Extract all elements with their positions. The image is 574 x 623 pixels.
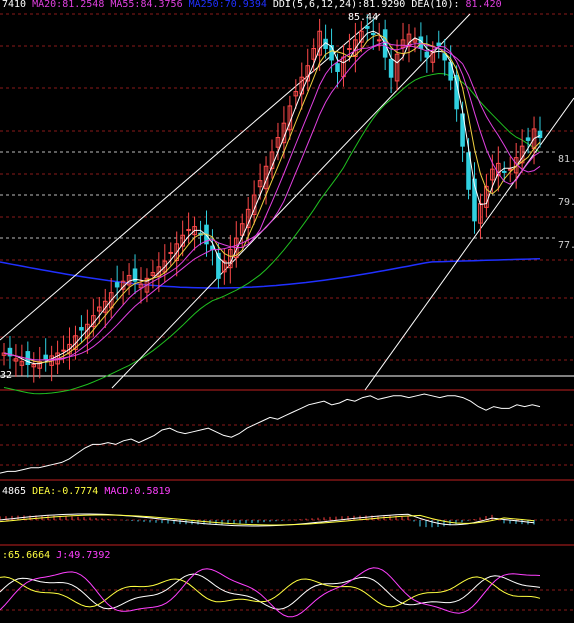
legend-item: MA20:81.2548 xyxy=(32,0,104,10)
candle-body xyxy=(436,42,442,47)
legend-item: :65.6664 xyxy=(2,550,50,561)
legend-item: 4865 xyxy=(2,486,26,497)
moving-averages xyxy=(3,30,541,365)
candle-body xyxy=(293,91,299,97)
trend-channel xyxy=(0,13,574,391)
candle-body xyxy=(67,343,72,355)
kdj-panel xyxy=(0,567,541,618)
candle-body xyxy=(537,130,543,139)
candle-body xyxy=(507,168,513,171)
ma10-line xyxy=(3,34,541,363)
channel-line xyxy=(364,97,574,391)
indicator-panel xyxy=(0,393,541,474)
candle-body xyxy=(85,323,90,339)
candle-body xyxy=(347,47,352,50)
candle-body xyxy=(359,30,364,43)
candle-body xyxy=(299,76,305,95)
candle-body xyxy=(335,63,340,72)
legend-item: DEA(10): xyxy=(411,0,459,10)
candle-body xyxy=(138,283,144,289)
candle-body xyxy=(442,53,447,61)
candle-body xyxy=(275,137,281,148)
candle-body xyxy=(501,170,507,173)
main-legend: 7410 MA20:81.2548 MA55:84.3756 MA250:70.939… xyxy=(2,0,502,10)
macd-legend: 4865 DEA:-0.7774 MACD:0.5819 xyxy=(2,486,171,497)
indicator-line xyxy=(0,393,541,474)
candle-body xyxy=(353,39,358,58)
legend-item: MACD:0.5819 xyxy=(104,486,170,497)
macd-panel xyxy=(0,513,535,528)
candle-body xyxy=(79,327,84,331)
candle-body xyxy=(388,58,394,78)
candle-body xyxy=(472,178,477,222)
candle-body xyxy=(180,234,185,247)
candle-body xyxy=(43,354,48,360)
dif-line xyxy=(0,513,535,527)
candle-body xyxy=(19,361,25,366)
candle-body xyxy=(394,53,400,82)
candle-body xyxy=(406,33,412,47)
candle-body xyxy=(216,252,221,279)
k-line xyxy=(0,573,541,610)
candle-body xyxy=(484,185,489,208)
candle-body xyxy=(239,223,245,236)
candle-body xyxy=(525,137,531,141)
high-price-label: 85.44 xyxy=(348,12,378,23)
candle-body xyxy=(37,361,43,369)
ma20-line xyxy=(3,41,541,361)
candle-body xyxy=(132,268,138,282)
ma30-line xyxy=(3,43,541,361)
candle-body xyxy=(370,33,376,36)
grid-lines xyxy=(0,13,574,611)
price-label-79: 79. xyxy=(558,197,574,208)
ma250-line xyxy=(0,257,541,289)
candle-body xyxy=(102,300,108,313)
legend-item: 81.420 xyxy=(466,0,502,10)
candle-body xyxy=(365,26,370,29)
candle-body xyxy=(186,228,191,232)
candle-body xyxy=(329,45,334,61)
ma5-line xyxy=(3,30,541,365)
legend-item: MA250:70.9394 xyxy=(189,0,267,10)
candle-body xyxy=(73,335,78,351)
candle-body xyxy=(490,168,495,181)
channel-line xyxy=(111,13,471,389)
kdj-legend: :65.6664 J:49.7392 xyxy=(2,550,110,561)
candle-body xyxy=(114,282,120,288)
candle-body xyxy=(168,251,174,254)
candle-body xyxy=(430,50,436,63)
candle-body xyxy=(222,260,227,273)
candle-body xyxy=(61,349,66,352)
candle-body xyxy=(97,306,102,312)
candle-body xyxy=(376,39,382,42)
candle-body xyxy=(466,152,471,190)
candle-body xyxy=(412,39,418,43)
legend-item: MA55:84.3756 xyxy=(110,0,182,10)
candle-body xyxy=(7,347,13,357)
legend-item: J:49.7392 xyxy=(56,550,110,561)
candle-body xyxy=(311,47,316,60)
candle-body xyxy=(269,151,275,170)
candlesticks xyxy=(1,14,543,383)
candle-body xyxy=(13,358,19,362)
candle-body xyxy=(317,30,322,56)
d-line xyxy=(0,576,541,608)
ma250-path xyxy=(0,257,541,289)
candle-body xyxy=(424,51,430,58)
legend-item: 7410 xyxy=(2,0,26,10)
channel-line xyxy=(0,13,381,341)
price-label-81: 81. xyxy=(558,154,574,165)
legend-item: DEA:-0.7774 xyxy=(32,486,98,497)
candle-body xyxy=(257,180,263,188)
low-price-label: 32 xyxy=(0,370,12,381)
j-line xyxy=(0,567,541,618)
candle-body xyxy=(150,272,156,276)
dea-line xyxy=(0,514,535,526)
legend-item: DDI(5,6,12,24):81.9290 xyxy=(273,0,405,10)
candle-body xyxy=(144,277,150,293)
candle-body xyxy=(174,243,179,262)
candle-body xyxy=(31,364,37,368)
price-label-77: 77. xyxy=(558,240,574,251)
